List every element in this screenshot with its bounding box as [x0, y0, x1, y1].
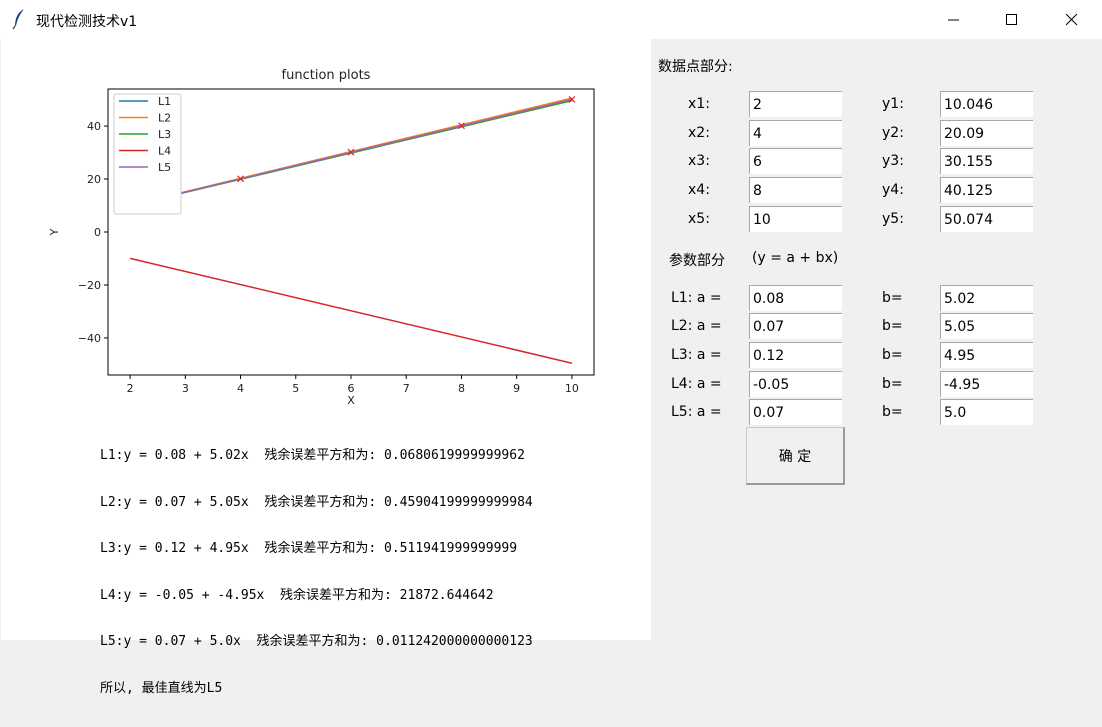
y2-label: y2:: [882, 125, 904, 141]
y-axis-label: Y: [48, 228, 61, 236]
x-tick-label: 5: [292, 382, 299, 395]
close-button[interactable]: [1043, 0, 1101, 39]
x4-label: x4:: [688, 182, 710, 198]
legend-label-l3: L3: [158, 128, 171, 141]
legend-box: [113, 93, 182, 215]
l2-a-input[interactable]: [749, 313, 842, 339]
y5-label: y5:: [882, 211, 904, 227]
y4-label: y4:: [882, 182, 904, 198]
minimize-button[interactable]: [925, 0, 983, 39]
minimize-icon: [948, 19, 959, 20]
params-header: 参数部分: [669, 253, 725, 269]
y-tick-label: 20: [87, 173, 101, 186]
y5-input[interactable]: [940, 206, 1033, 232]
data-points-header: 数据点部分:: [658, 59, 733, 75]
x-tick-label: 2: [127, 382, 134, 395]
y-tick-label: −40: [78, 332, 101, 345]
legend-label-l4: L4: [158, 145, 171, 158]
series-line-l4: [129, 257, 573, 364]
x4-input[interactable]: [749, 177, 842, 203]
result-line-l3: L3:y = 0.12 + 4.95x 残余误差平方和为: 0.51194199…: [100, 541, 518, 556]
legend-label-l1: L1: [158, 95, 171, 108]
x-tick-label: 7: [403, 382, 410, 395]
l5-a-label: L5: a =: [671, 404, 722, 420]
l4-b-input[interactable]: [940, 371, 1033, 397]
feather-icon: [12, 9, 24, 30]
x3-input[interactable]: [749, 148, 842, 174]
y-tick-label: 40: [87, 120, 101, 133]
x1-input[interactable]: [749, 91, 842, 117]
y1-label: y1:: [882, 96, 904, 112]
x-tick-label: 8: [458, 382, 465, 395]
legend-label-l5: L5: [158, 161, 171, 174]
l3-b-label: b=: [882, 347, 903, 363]
result-line-l1: L1:y = 0.08 + 5.02x 残余误差平方和为: 0.06806199…: [100, 448, 525, 463]
x-tick-label: 9: [513, 382, 520, 395]
x2-input[interactable]: [749, 120, 842, 146]
l3-a-label: L3: a =: [671, 347, 722, 363]
legend-label-l2: L2: [158, 112, 171, 125]
y-tick-label: −20: [78, 279, 101, 292]
x3-label: x3:: [688, 153, 710, 169]
l1-a-input[interactable]: [749, 285, 842, 311]
confirm-button[interactable]: 确 定: [746, 427, 845, 485]
plot-canvas: function plots 2 3 4 5 6 7 8 9 10 −40 −20 0 20 40 X Y L1…: [1, 39, 651, 696]
l4-a-input[interactable]: [749, 371, 842, 397]
result-line-l4: L4:y = -0.05 + -4.95x 残余误差平方和为: 21872.64…: [100, 587, 494, 603]
l4-a-label: L4: a =: [671, 376, 722, 392]
l2-a-label: L2: a =: [671, 318, 722, 334]
maximize-button[interactable]: [983, 0, 1041, 39]
plot-title: function plots: [281, 68, 371, 83]
x2-label: x2:: [688, 125, 710, 141]
data-point-marker: [237, 175, 244, 183]
y3-label: y3:: [882, 153, 904, 169]
x-tick-label: 6: [348, 382, 355, 395]
l2-b-label: b=: [882, 318, 903, 334]
l3-a-input[interactable]: [749, 342, 842, 368]
l4-b-label: b=: [882, 376, 903, 392]
l1-a-label: L1: a =: [671, 290, 722, 306]
x-tick-label: 10: [565, 382, 579, 395]
y-tick-label: 0: [94, 226, 101, 239]
l5-b-label: b=: [882, 404, 903, 420]
l2-b-input[interactable]: [940, 313, 1033, 339]
x5-label: x5:: [688, 211, 710, 227]
data-point-marker: [568, 95, 576, 103]
x-axis-label: X: [347, 394, 355, 407]
x5-input[interactable]: [749, 206, 842, 232]
best-line-conclusion: 所以, 最佳直线为L5: [100, 680, 223, 696]
x-tick-label: 4: [237, 382, 244, 395]
y2-input[interactable]: [940, 120, 1033, 146]
l5-b-input[interactable]: [940, 399, 1033, 425]
results-text: L1:y = 0.08 + 5.02x 残余误差平方和为: 0.06806199…: [100, 417, 533, 727]
maximize-icon: [1006, 13, 1017, 25]
y3-input[interactable]: [940, 148, 1033, 174]
y4-input[interactable]: [940, 177, 1033, 203]
x1-label: x1:: [688, 96, 710, 112]
line-chart: 2 3 4 5 6 7 8 9 10 −40 −20 0 20 40 X Y L1 L2 L3 L4 L5: [48, 88, 595, 407]
result-line-l2: L2:y = 0.07 + 5.05x 残余误差平方和为: 0.45904199…: [100, 494, 533, 510]
close-icon: [1066, 13, 1078, 25]
l3-b-input[interactable]: [940, 342, 1033, 368]
formula-label: (y = a + bx): [752, 250, 839, 266]
x-tick-label: 3: [182, 382, 189, 395]
data-point-marker: [458, 122, 465, 130]
l1-b-label: b=: [882, 290, 903, 306]
l1-b-input[interactable]: [940, 285, 1033, 311]
y1-input[interactable]: [940, 91, 1033, 117]
result-line-l5: L5:y = 0.07 + 5.0x 残余误差平方和为: 0.011242000…: [100, 634, 533, 649]
data-point-marker: [347, 148, 355, 156]
title-bar: 现代检测技术v1: [0, 0, 1102, 39]
l5-a-input[interactable]: [749, 399, 842, 425]
window-title: 现代检测技术v1: [36, 14, 138, 30]
